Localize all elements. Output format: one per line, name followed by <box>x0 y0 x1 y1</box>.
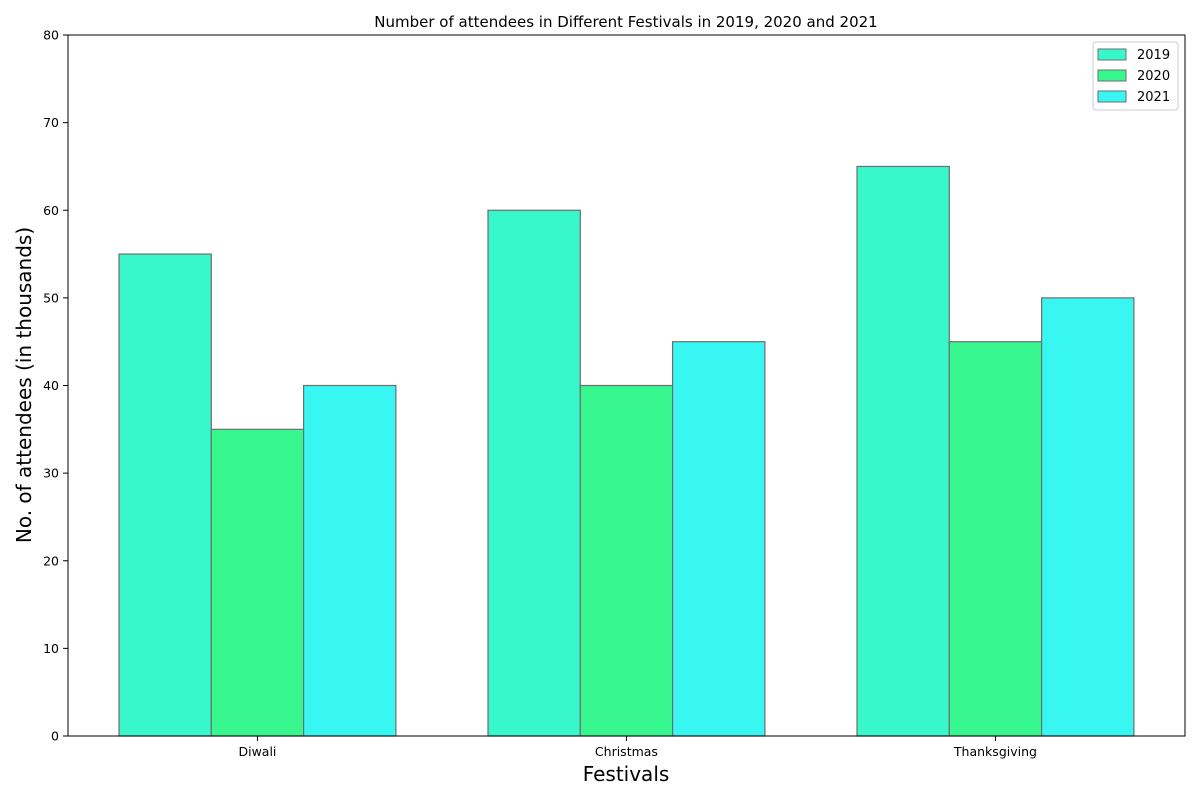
y-tick-label-7: 70 <box>43 115 59 130</box>
bar-2020-thanksgiving <box>948 341 1043 737</box>
bar-2021-thanksgiving <box>1040 297 1135 737</box>
x-tick-label-0: Diwali <box>238 744 276 759</box>
legend-swatch-2020 <box>1097 69 1127 82</box>
legend-label-2019: 2019 <box>1137 48 1170 63</box>
legend-label-2020: 2020 <box>1137 69 1170 84</box>
y-tick-label-3: 30 <box>43 466 59 481</box>
y-tick-label-4: 40 <box>43 378 59 393</box>
bar-2020-diwali <box>210 428 305 737</box>
legend-swatch-2019 <box>1097 48 1127 61</box>
bars-layer <box>118 165 1135 737</box>
legend: 2019 2020 2021 <box>1092 41 1179 111</box>
legend-label-2021: 2021 <box>1137 90 1170 105</box>
bar-2020-christmas <box>579 384 674 737</box>
x-axis: Diwali Christmas Thanksgiving <box>238 736 1037 759</box>
legend-swatch-2021 <box>1097 90 1127 103</box>
chart-title: Number of attendees in Different Festiva… <box>374 13 877 31</box>
x-tick-label-1: Christmas <box>595 744 658 759</box>
y-tick-label-6: 60 <box>43 203 59 218</box>
y-tick-label-0: 0 <box>51 729 59 744</box>
y-axis: 0 10 20 30 40 50 60 70 80 <box>43 28 68 744</box>
y-axis-label: No. of attendees (in thousands) <box>12 227 36 543</box>
bar-2021-christmas <box>671 341 766 737</box>
x-axis-label: Festivals <box>583 762 670 786</box>
y-tick-label-8: 80 <box>43 28 59 43</box>
y-tick-label-2: 20 <box>43 553 59 568</box>
bar-2019-thanksgiving <box>856 165 950 737</box>
bar-2021-diwali <box>303 384 397 737</box>
y-tick-label-5: 50 <box>43 290 59 305</box>
x-tick-label-2: Thanksgiving <box>953 744 1037 759</box>
bar-2019-diwali <box>118 253 212 737</box>
y-tick-label-1: 10 <box>43 641 59 656</box>
bar-2019-christmas <box>487 209 581 737</box>
